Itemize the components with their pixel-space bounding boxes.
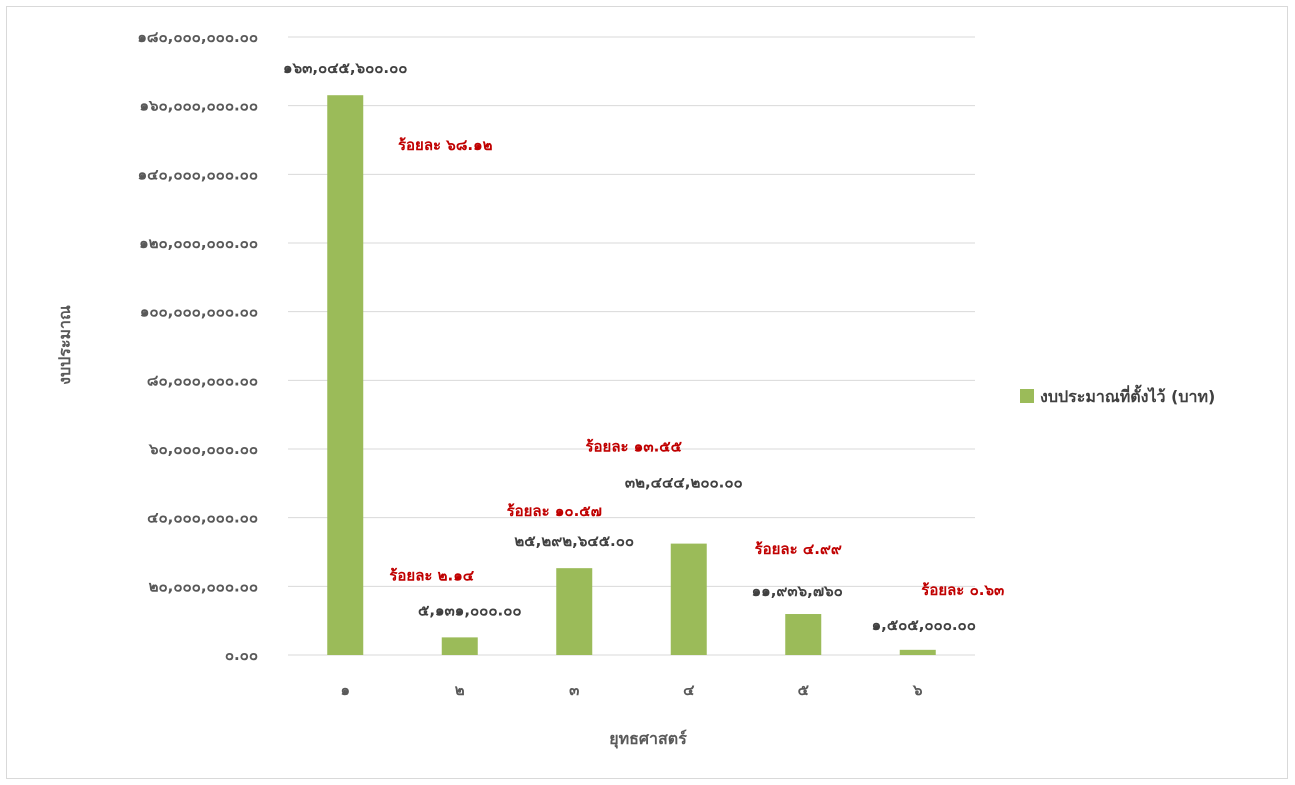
percent-label: ร้อยละ ๐.๖๓ bbox=[921, 581, 1004, 599]
y-tick-label: ๒๐,๐๐๐,๐๐๐.๐๐ bbox=[149, 577, 258, 595]
y-tick-label: ๑๐๐,๐๐๐,๐๐๐.๐๐ bbox=[140, 303, 258, 321]
value-label: ๕,๑๓๑,๐๐๐.๐๐ bbox=[418, 601, 522, 619]
x-axis-ticks: ๑ ๒ ๓ ๔ ๕ ๖ bbox=[340, 681, 923, 699]
bar bbox=[899, 649, 936, 655]
legend-swatch bbox=[1020, 389, 1034, 403]
x-tick-label: ๖ bbox=[912, 681, 923, 699]
y-tick-label: ๑๔๐,๐๐๐,๐๐๐.๐๐ bbox=[138, 165, 258, 183]
bar bbox=[556, 568, 593, 655]
y-tick-label: ๐.๐๐ bbox=[225, 646, 258, 664]
value-label: ๑,๕๐๕,๐๐๐.๐๐ bbox=[872, 616, 976, 634]
value-label: ๒๕,๒๙๒,๖๔๕.๐๐ bbox=[514, 532, 634, 550]
value-label: ๑๖๓,๐๔๕,๖๐๐.๐๐ bbox=[283, 59, 407, 77]
legend: งบประมาณที่ตั้งไว้ (บาท) bbox=[1020, 384, 1215, 406]
percent-label: ร้อยละ ๑๓.๕๕ bbox=[585, 438, 682, 456]
bar bbox=[785, 614, 822, 655]
percent-label: ร้อยละ ๒.๑๔ bbox=[389, 566, 474, 584]
x-axis-title: ยุทธศาสตร์ bbox=[609, 729, 687, 749]
gridlines bbox=[288, 36, 975, 656]
bars bbox=[327, 95, 936, 656]
x-tick-label: ๓ bbox=[569, 681, 579, 699]
y-axis-title: งบประมาณ bbox=[55, 305, 74, 385]
data-labels: ๑๖๓,๐๔๕,๖๐๐.๐๐ร้อยละ ๖๘.๑๒๕,๑๓๑,๐๐๐.๐๐ ร้… bbox=[283, 59, 1004, 634]
y-tick-label: ๑๒๐,๐๐๐,๐๐๐.๐๐ bbox=[139, 234, 258, 252]
value-label: ๑๑,๙๓๖,๗๖๐ bbox=[752, 582, 843, 600]
y-tick-label: ๑๘๐,๐๐๐,๐๐๐.๐๐ bbox=[137, 28, 258, 46]
bar bbox=[670, 543, 707, 655]
y-tick-label: ๖๐,๐๐๐,๐๐๐.๐๐ bbox=[148, 440, 258, 458]
value-label: ๓๒,๔๔๔,๒๐๐.๐๐ bbox=[625, 474, 743, 492]
legend-label: งบประมาณที่ตั้งไว้ (บาท) bbox=[1040, 384, 1215, 406]
chart-frame bbox=[6, 6, 1288, 779]
y-tick-label: ๑๖๐,๐๐๐,๐๐๐.๐๐ bbox=[139, 97, 258, 115]
y-tick-label: ๔๐,๐๐๐,๐๐๐.๐๐ bbox=[147, 509, 258, 527]
percent-label: ร้อยละ ๔.๙๙ bbox=[755, 540, 842, 558]
percent-label: ร้อยละ ๑๐.๕๗ bbox=[507, 502, 602, 520]
x-tick-label: ๒ bbox=[455, 681, 465, 699]
y-tick-label: ๘๐,๐๐๐,๐๐๐.๐๐ bbox=[147, 371, 258, 389]
x-tick-label: ๑ bbox=[340, 681, 350, 699]
bar bbox=[441, 637, 478, 655]
x-tick-label: ๔ bbox=[683, 681, 695, 699]
x-tick-label: ๕ bbox=[798, 681, 810, 699]
percent-label: ร้อยละ ๖๘.๑๒ bbox=[398, 136, 493, 154]
bar bbox=[327, 95, 364, 656]
y-axis-ticks: ๐.๐๐ ๒๐,๐๐๐,๐๐๐.๐๐ ๔๐,๐๐๐,๐๐๐.๐๐ ๖๐,๐๐๐,๐๐๐… bbox=[137, 28, 258, 664]
